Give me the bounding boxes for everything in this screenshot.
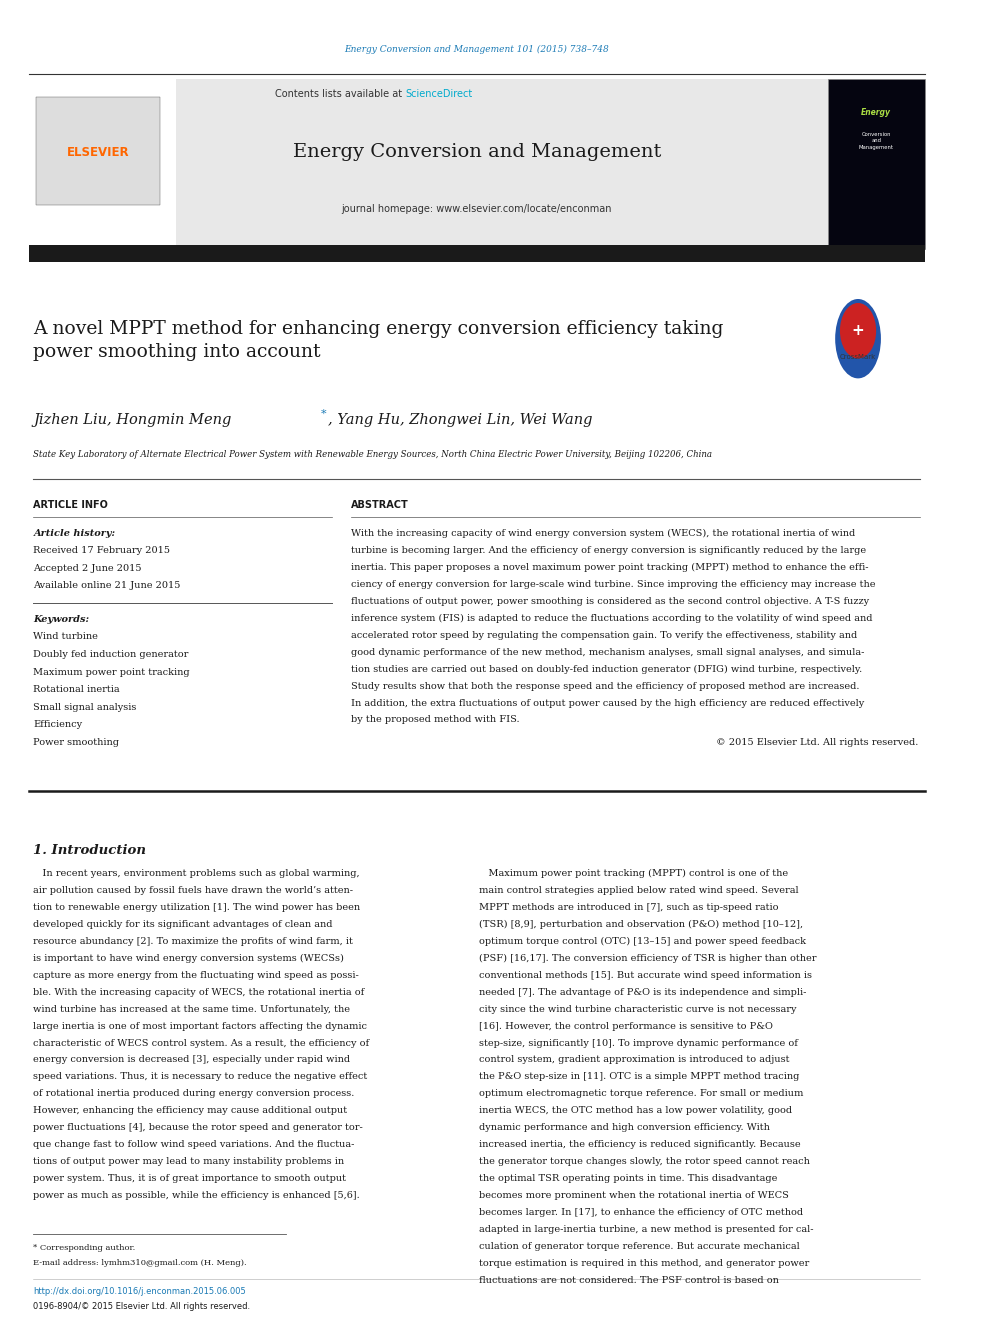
Text: fluctuations of output power, power smoothing is considered as the second contro: fluctuations of output power, power smoo… (351, 597, 869, 606)
Text: State Key Laboratory of Alternate Electrical Power System with Renewable Energy : State Key Laboratory of Alternate Electr… (34, 450, 712, 459)
Text: Maximum power point tracking (MPPT) control is one of the: Maximum power point tracking (MPPT) cont… (478, 869, 788, 878)
Text: Jizhen Liu, Hongmin Meng: Jizhen Liu, Hongmin Meng (34, 413, 232, 427)
Text: the optimal TSR operating points in time. This disadvantage: the optimal TSR operating points in time… (478, 1174, 777, 1183)
Text: Power smoothing: Power smoothing (34, 738, 119, 747)
Text: optimum electromagnetic torque reference. For small or medium: optimum electromagnetic torque reference… (478, 1089, 803, 1098)
Bar (29, 79, 177, 249)
Text: optimum torque control (OTC) [13–15] and power speed feedback: optimum torque control (OTC) [13–15] and… (478, 937, 806, 946)
Text: increased inertia, the efficiency is reduced significantly. Because: increased inertia, the efficiency is red… (478, 1140, 801, 1150)
Text: torque estimation is required in this method, and generator power: torque estimation is required in this me… (478, 1258, 808, 1267)
Text: (TSR) [8,9], perturbation and observation (P&O) method [10–12],: (TSR) [8,9], perturbation and observatio… (478, 919, 803, 929)
Text: inference system (FIS) is adapted to reduce the fluctuations according to the vo: inference system (FIS) is adapted to red… (351, 614, 872, 623)
Text: With the increasing capacity of wind energy conversion system (WECS), the rotati: With the increasing capacity of wind ene… (351, 529, 855, 538)
Text: speed variations. Thus, it is necessary to reduce the negative effect: speed variations. Thus, it is necessary … (34, 1073, 368, 1081)
Text: capture as more energy from the fluctuating wind speed as possi-: capture as more energy from the fluctuat… (34, 971, 359, 980)
Text: resource abundancy [2]. To maximize the profits of wind farm, it: resource abundancy [2]. To maximize the … (34, 937, 353, 946)
Text: 0196-8904/© 2015 Elsevier Ltd. All rights reserved.: 0196-8904/© 2015 Elsevier Ltd. All right… (34, 1302, 251, 1311)
Text: (PSF) [16,17]. The conversion efficiency of TSR is higher than other: (PSF) [16,17]. The conversion efficiency… (478, 954, 816, 963)
Text: © 2015 Elsevier Ltd. All rights reserved.: © 2015 Elsevier Ltd. All rights reserved… (716, 738, 919, 746)
Text: Small signal analysis: Small signal analysis (34, 703, 137, 712)
Text: conventional methods [15]. But accurate wind speed information is: conventional methods [15]. But accurate … (478, 971, 811, 980)
Text: characteristic of WECS control system. As a result, the efficiency of: characteristic of WECS control system. A… (34, 1039, 369, 1048)
Text: control system, gradient approximation is introduced to adjust: control system, gradient approximation i… (478, 1056, 789, 1065)
Bar (37, 97, 160, 205)
Text: power system. Thus, it is of great importance to smooth output: power system. Thus, it is of great impor… (34, 1174, 346, 1183)
Text: air pollution caused by fossil fuels have drawn the world’s atten-: air pollution caused by fossil fuels hav… (34, 886, 353, 896)
Text: city since the wind turbine characteristic curve is not necessary: city since the wind turbine characterist… (478, 1004, 797, 1013)
Text: tion studies are carried out based on doubly-fed induction generator (DFIG) wind: tion studies are carried out based on do… (351, 664, 862, 673)
Text: Keywords:: Keywords: (34, 615, 89, 624)
Text: accelerated rotor speed by regulating the compensation gain. To verify the effec: accelerated rotor speed by regulating th… (351, 631, 857, 640)
Text: CrossMark: CrossMark (840, 355, 876, 360)
Text: *: * (320, 409, 326, 419)
Text: 1. Introduction: 1. Introduction (34, 844, 147, 857)
Text: Doubly fed induction generator: Doubly fed induction generator (34, 650, 188, 659)
Text: Study results show that both the response speed and the efficiency of proposed m: Study results show that both the respons… (351, 681, 859, 691)
Text: Wind turbine: Wind turbine (34, 632, 98, 642)
Text: journal homepage: www.elsevier.com/locate/enconman: journal homepage: www.elsevier.com/locat… (341, 204, 612, 214)
Text: main control strategies applied below rated wind speed. Several: main control strategies applied below ra… (478, 886, 799, 896)
Text: Accepted 2 June 2015: Accepted 2 June 2015 (34, 564, 142, 573)
Text: the P&O step-size in [11]. OTC is a simple MPPT method tracing: the P&O step-size in [11]. OTC is a simp… (478, 1073, 799, 1081)
Text: Maximum power point tracking: Maximum power point tracking (34, 668, 190, 676)
Text: Efficiency: Efficiency (34, 720, 82, 729)
Text: adapted in large-inertia turbine, a new method is presented for cal-: adapted in large-inertia turbine, a new … (478, 1225, 813, 1234)
Text: A novel MPPT method for enhancing energy conversion efficiency taking
power smoo: A novel MPPT method for enhancing energy… (34, 320, 724, 361)
Text: ABSTRACT: ABSTRACT (351, 500, 409, 511)
Text: dynamic performance and high conversion efficiency. With: dynamic performance and high conversion … (478, 1123, 770, 1132)
Text: In recent years, environment problems such as global warming,: In recent years, environment problems su… (34, 869, 360, 878)
Text: ble. With the increasing capacity of WECS, the rotational inertia of: ble. With the increasing capacity of WEC… (34, 988, 365, 996)
Text: of rotational inertia produced during energy conversion process.: of rotational inertia produced during en… (34, 1089, 355, 1098)
Text: Energy Conversion and Management 101 (2015) 738–748: Energy Conversion and Management 101 (20… (344, 45, 609, 53)
Text: energy conversion is decreased [3], especially under rapid wind: energy conversion is decreased [3], espe… (34, 1056, 350, 1065)
Text: Energy Conversion and Management: Energy Conversion and Management (293, 143, 661, 161)
Text: Available online 21 June 2015: Available online 21 June 2015 (34, 581, 181, 590)
Bar (29, 245, 925, 262)
Text: becomes larger. In [17], to enhance the efficiency of OTC method: becomes larger. In [17], to enhance the … (478, 1208, 803, 1217)
Text: developed quickly for its significant advantages of clean and: developed quickly for its significant ad… (34, 919, 333, 929)
Text: inertia WECS, the OTC method has a low power volatility, good: inertia WECS, the OTC method has a low p… (478, 1106, 792, 1115)
Text: large inertia is one of most important factors affecting the dynamic: large inertia is one of most important f… (34, 1021, 367, 1031)
Text: Conversion
and
Management: Conversion and Management (859, 132, 894, 149)
Bar (827, 79, 925, 249)
Bar (29, 79, 925, 249)
Text: Contents lists available at: Contents lists available at (275, 89, 405, 99)
Text: , Yang Hu, Zhongwei Lin, Wei Wang: , Yang Hu, Zhongwei Lin, Wei Wang (328, 413, 592, 427)
Text: +: + (852, 323, 864, 339)
Text: In addition, the extra fluctuations of output power caused by the high efficienc: In addition, the extra fluctuations of o… (351, 699, 864, 708)
Text: http://dx.doi.org/10.1016/j.enconman.2015.06.005: http://dx.doi.org/10.1016/j.enconman.201… (34, 1287, 246, 1297)
Text: is important to have wind energy conversion systems (WECSs): is important to have wind energy convers… (34, 954, 344, 963)
Text: Article history:: Article history: (34, 529, 115, 538)
Text: Energy: Energy (861, 108, 891, 118)
Text: ELSEVIER: ELSEVIER (66, 146, 130, 159)
Text: [16]. However, the control performance is sensitive to P&O: [16]. However, the control performance i… (478, 1021, 773, 1031)
Text: MPPT methods are introduced in [7], such as tip-speed ratio: MPPT methods are introduced in [7], such… (478, 904, 778, 912)
Text: ciency of energy conversion for large-scale wind turbine. Since improving the ef: ciency of energy conversion for large-sc… (351, 579, 875, 589)
Text: * Corresponding author.: * Corresponding author. (34, 1244, 136, 1252)
Text: by the proposed method with FIS.: by the proposed method with FIS. (351, 716, 520, 725)
Text: needed [7]. The advantage of P&O is its independence and simpli-: needed [7]. The advantage of P&O is its … (478, 988, 806, 996)
Text: inertia. This paper proposes a novel maximum power point tracking (MPPT) method : inertia. This paper proposes a novel max… (351, 564, 868, 572)
Text: However, enhancing the efficiency may cause additional output: However, enhancing the efficiency may ca… (34, 1106, 347, 1115)
Ellipse shape (835, 299, 881, 378)
Text: E-mail address: lymhm310@gmail.com (H. Meng).: E-mail address: lymhm310@gmail.com (H. M… (34, 1259, 247, 1267)
Text: ARTICLE INFO: ARTICLE INFO (34, 500, 108, 511)
Text: que change fast to follow wind speed variations. And the fluctua-: que change fast to follow wind speed var… (34, 1140, 355, 1150)
Text: turbine is becoming larger. And the efficiency of energy conversion is significa: turbine is becoming larger. And the effi… (351, 546, 866, 556)
Text: ScienceDirect: ScienceDirect (405, 89, 472, 99)
Text: the generator torque changes slowly, the rotor speed cannot reach: the generator torque changes slowly, the… (478, 1158, 809, 1166)
Ellipse shape (840, 303, 876, 359)
Text: tions of output power may lead to many instability problems in: tions of output power may lead to many i… (34, 1158, 344, 1166)
Text: good dynamic performance of the new method, mechanism analyses, small signal ana: good dynamic performance of the new meth… (351, 648, 864, 656)
Text: power fluctuations [4], because the rotor speed and generator tor-: power fluctuations [4], because the roto… (34, 1123, 363, 1132)
Text: tion to renewable energy utilization [1]. The wind power has been: tion to renewable energy utilization [1]… (34, 904, 360, 912)
Text: Rotational inertia: Rotational inertia (34, 685, 120, 695)
Text: culation of generator torque reference. But accurate mechanical: culation of generator torque reference. … (478, 1242, 800, 1250)
Text: power as much as possible, while the efficiency is enhanced [5,6].: power as much as possible, while the eff… (34, 1191, 360, 1200)
Text: fluctuations are not considered. The PSF control is based on: fluctuations are not considered. The PSF… (478, 1275, 779, 1285)
Text: Received 17 February 2015: Received 17 February 2015 (34, 546, 171, 556)
Text: becomes more prominent when the rotational inertia of WECS: becomes more prominent when the rotation… (478, 1191, 789, 1200)
Text: step-size, significantly [10]. To improve dynamic performance of: step-size, significantly [10]. To improv… (478, 1039, 798, 1048)
Text: wind turbine has increased at the same time. Unfortunately, the: wind turbine has increased at the same t… (34, 1004, 350, 1013)
